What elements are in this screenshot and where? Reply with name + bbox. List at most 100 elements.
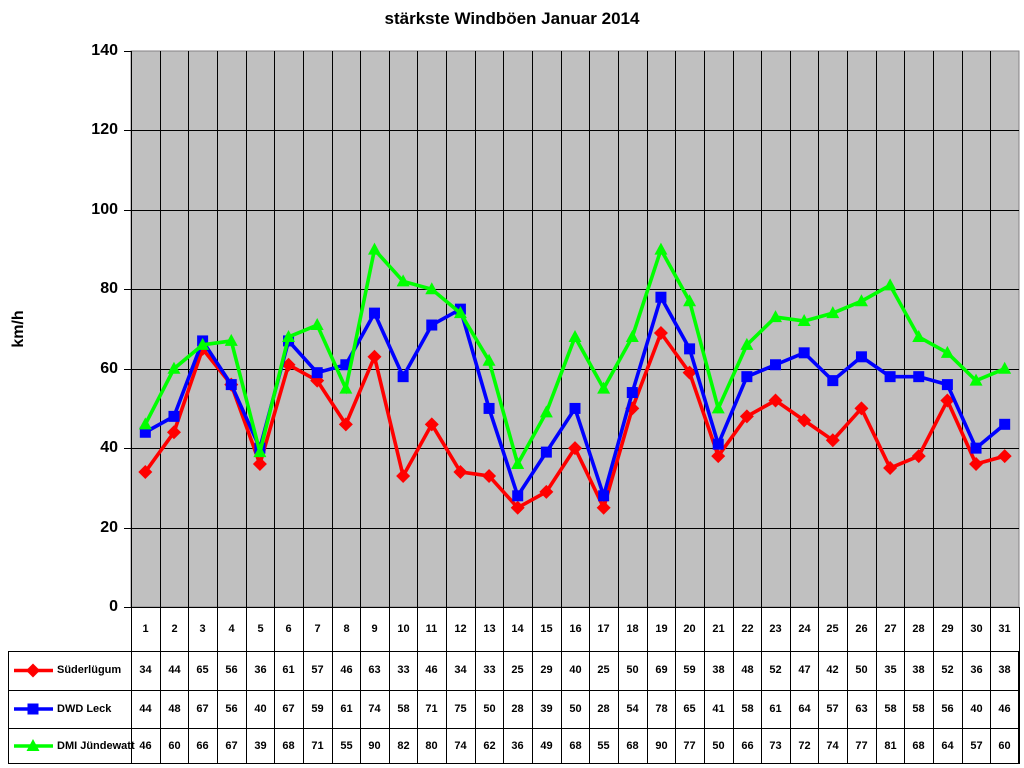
value-cell: 48 <box>741 664 754 676</box>
day-label: 28 <box>912 623 925 635</box>
value-cell: 90 <box>368 740 381 752</box>
day-label: 19 <box>655 623 668 635</box>
value-cell: 71 <box>311 740 324 752</box>
value-cell: 35 <box>884 664 897 676</box>
value-cell: 55 <box>597 740 610 752</box>
value-cell: 39 <box>254 740 267 752</box>
value-cell: 46 <box>425 664 438 676</box>
value-cell: 69 <box>655 664 668 676</box>
value-cell: 73 <box>769 740 782 752</box>
value-cell: 66 <box>196 740 209 752</box>
day-label: 14 <box>511 623 524 635</box>
value-cell: 38 <box>712 664 725 676</box>
series-dmi-jundewatt <box>138 242 1012 470</box>
value-cell: 58 <box>912 703 925 715</box>
legend-key-suderlugum <box>14 663 53 678</box>
value-cell: 59 <box>311 703 324 715</box>
day-label: 10 <box>397 623 410 635</box>
y-tick-label: 60 <box>100 359 118 377</box>
day-label: 8 <box>343 623 350 635</box>
value-cell: 40 <box>569 664 582 676</box>
value-cell: 59 <box>683 664 696 676</box>
value-cell: 36 <box>254 664 267 676</box>
value-cell: 58 <box>884 703 897 715</box>
value-cell: 80 <box>425 740 438 752</box>
axes <box>124 51 1019 608</box>
value-cell: 52 <box>941 664 954 676</box>
y-tick-label: 40 <box>100 439 118 457</box>
day-label: 20 <box>683 623 696 635</box>
value-cell: 66 <box>741 740 754 752</box>
value-cell: 82 <box>397 740 410 752</box>
plot-area <box>130 50 1020 608</box>
value-cell: 58 <box>741 703 754 715</box>
value-cell: 54 <box>626 703 639 715</box>
value-cell: 78 <box>655 703 668 715</box>
value-cell: 34 <box>454 664 467 676</box>
legend-label-dwd-leck: DWD Leck <box>57 703 112 715</box>
day-label: 1 <box>142 623 149 635</box>
value-cell: 64 <box>798 703 811 715</box>
value-cell: 39 <box>540 703 553 715</box>
day-label: 26 <box>855 623 868 635</box>
y-tick-label: 80 <box>100 280 118 298</box>
legend-key-dmi-jundewatt <box>14 739 53 751</box>
chart-title: stärkste Windböen Januar 2014 <box>384 9 640 28</box>
day-label: 17 <box>597 623 610 635</box>
day-label: 2 <box>171 623 178 635</box>
value-cell: 62 <box>483 740 496 752</box>
day-label: 22 <box>741 623 754 635</box>
value-cell: 38 <box>998 664 1011 676</box>
day-label: 12 <box>454 623 467 635</box>
value-cell: 50 <box>483 703 496 715</box>
value-cell: 74 <box>454 740 467 752</box>
table-borders <box>8 651 1020 764</box>
legend-label-suderlugum: Süderlügum <box>57 664 122 676</box>
day-label: 11 <box>425 623 438 635</box>
day-label: 3 <box>199 623 206 635</box>
value-cell: 56 <box>225 703 238 715</box>
value-cell: 57 <box>826 703 839 715</box>
value-cell: 57 <box>970 740 983 752</box>
value-cell: 52 <box>769 664 782 676</box>
value-cell: 65 <box>196 664 209 676</box>
value-cell: 63 <box>855 703 868 715</box>
day-label: 6 <box>285 623 292 635</box>
value-cell: 55 <box>340 740 353 752</box>
value-cell: 61 <box>282 664 295 676</box>
value-cell: 46 <box>998 703 1011 715</box>
day-label: 24 <box>798 623 811 635</box>
value-cell: 46 <box>340 664 353 676</box>
value-cell: 90 <box>655 740 668 752</box>
y-axis-title: km/h <box>10 310 27 348</box>
value-cell: 56 <box>941 703 954 715</box>
value-cell: 50 <box>855 664 868 676</box>
value-cell: 50 <box>712 740 725 752</box>
day-row-borders <box>131 607 1020 651</box>
value-cell: 56 <box>225 664 238 676</box>
value-cell: 40 <box>254 703 267 715</box>
day-label: 31 <box>998 623 1011 635</box>
value-cell: 25 <box>511 664 524 676</box>
value-cell: 68 <box>912 740 925 752</box>
value-cell: 28 <box>597 703 610 715</box>
value-cell: 65 <box>683 703 696 715</box>
value-cell: 33 <box>397 664 410 676</box>
value-cell: 47 <box>798 664 811 676</box>
legend-key-dwd-leck <box>14 703 53 715</box>
value-cell: 68 <box>626 740 639 752</box>
day-label: 7 <box>314 623 321 635</box>
value-cell: 50 <box>626 664 639 676</box>
gridlines <box>131 51 1019 607</box>
value-cell: 44 <box>168 664 181 676</box>
y-tick-label: 140 <box>91 42 118 59</box>
y-tick-label: 100 <box>91 200 118 218</box>
value-cell: 74 <box>368 703 381 715</box>
value-cell: 67 <box>282 703 295 715</box>
value-cell: 72 <box>798 740 811 752</box>
day-label: 23 <box>769 623 782 635</box>
day-label: 9 <box>371 623 378 635</box>
day-label: 15 <box>540 623 553 635</box>
value-cell: 67 <box>196 703 209 715</box>
y-tick-label: 20 <box>100 518 118 536</box>
